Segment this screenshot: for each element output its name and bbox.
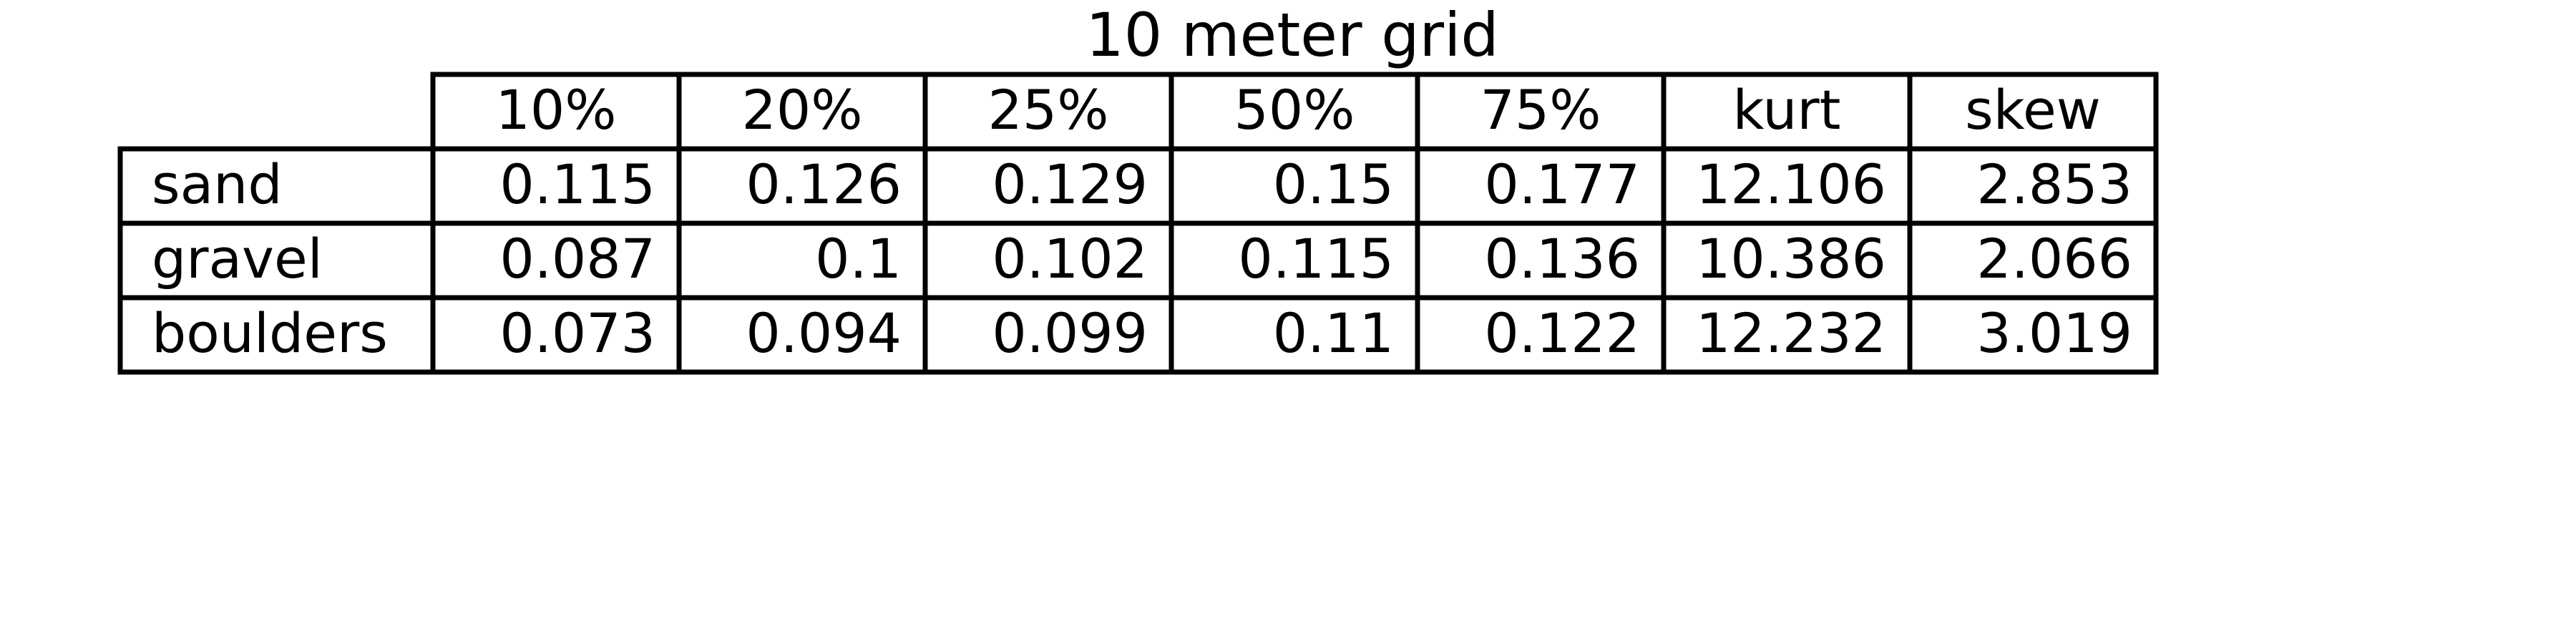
table-grid	[117, 72, 2159, 375]
table-cell-boulders-75pct	[1415, 295, 1667, 375]
table-cell-sand-20pct	[676, 146, 928, 226]
cell-value-boulders-10pct: 0.073	[499, 301, 655, 365]
cell-value-gravel-20pct: 0.1	[815, 227, 902, 291]
cell-value-gravel-50pct: 0.115	[1238, 227, 1394, 291]
cell-value-sand-20pct: 0.126	[746, 152, 902, 216]
cell-value-gravel-kurt: 10.386	[1696, 227, 1886, 291]
column-header-75pct: 75%	[1480, 78, 1601, 142]
row-header-boulders: boulders	[152, 301, 388, 365]
column-header-skew: skew	[1965, 78, 2101, 142]
cell-value-gravel-10pct: 0.087	[499, 227, 655, 291]
column-header-kurt: kurt	[1733, 78, 1841, 142]
table-cell-gravel-25pct	[922, 220, 1174, 301]
table-text: 10% 20% 25% 50% 75% kurt skew sand 0.115 0.126 0.1…	[152, 78, 2132, 365]
cell-value-sand-75pct: 0.177	[1484, 152, 1640, 216]
cell-value-sand-50pct: 0.15	[1273, 152, 1394, 216]
table-cell-boulders-50pct	[1169, 295, 1420, 375]
chart-title: 10 meter grid	[1085, 0, 1498, 70]
column-header-cell-kurt	[1661, 72, 1913, 152]
row-header-sand: sand	[152, 152, 283, 216]
column-header-25pct: 25%	[988, 78, 1109, 142]
table-cell-boulders-25pct	[922, 295, 1174, 375]
table-cell-boulders-skew	[1907, 295, 2159, 375]
cell-value-gravel-25pct: 0.102	[992, 227, 1148, 291]
table-cell-boulders-10pct	[430, 295, 682, 375]
cell-value-boulders-50pct: 0.11	[1273, 301, 1394, 365]
table-cell-sand-50pct	[1169, 146, 1420, 226]
cell-value-boulders-75pct: 0.122	[1484, 301, 1640, 365]
table-cell-gravel-50pct	[1169, 220, 1420, 301]
column-header-10pct: 10%	[496, 78, 617, 142]
cell-value-boulders-20pct: 0.094	[746, 301, 902, 365]
cell-value-boulders-kurt: 12.232	[1696, 301, 1886, 365]
table-cell-gravel-10pct	[430, 220, 682, 301]
cell-value-gravel-75pct: 0.136	[1484, 227, 1640, 291]
cell-value-sand-skew: 2.853	[1976, 152, 2132, 216]
row-header-gravel: gravel	[152, 227, 323, 291]
cell-value-sand-25pct: 0.129	[992, 152, 1148, 216]
column-header-20pct: 20%	[742, 78, 863, 142]
column-header-50pct: 50%	[1234, 78, 1355, 142]
cell-value-gravel-skew: 2.066	[1976, 227, 2132, 291]
cell-value-sand-10pct: 0.115	[499, 152, 655, 216]
table-cell-sand-kurt	[1661, 146, 1913, 226]
table-cell-gravel-skew	[1907, 220, 2159, 301]
cell-value-boulders-25pct: 0.099	[992, 301, 1148, 365]
row-header-cell-sand	[117, 146, 436, 226]
table-cell-gravel-kurt	[1661, 220, 1913, 301]
cell-value-sand-kurt: 12.106	[1696, 152, 1886, 216]
row-header-cell-gravel	[117, 220, 436, 301]
cell-value-boulders-skew: 3.019	[1976, 301, 2132, 365]
